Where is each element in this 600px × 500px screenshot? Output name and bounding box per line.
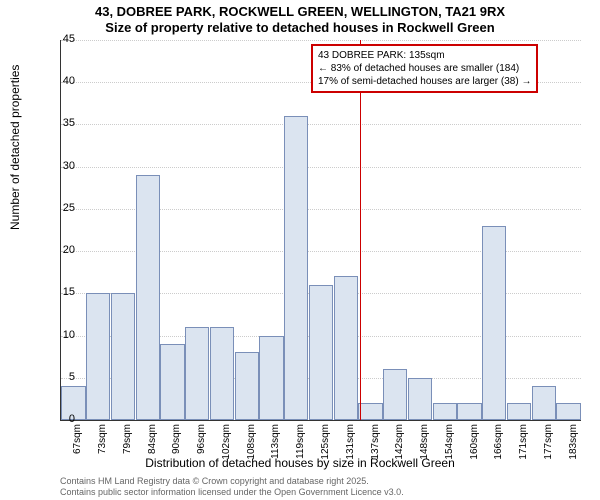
histogram-bar bbox=[86, 293, 110, 420]
histogram-bar bbox=[383, 369, 407, 420]
y-tick-label: 35 bbox=[45, 117, 75, 129]
y-tick-label: 5 bbox=[45, 371, 75, 383]
histogram-bar bbox=[433, 403, 457, 420]
histogram-bar bbox=[408, 378, 432, 420]
histogram-bar bbox=[136, 175, 160, 420]
histogram-bar bbox=[160, 344, 184, 420]
x-tick-label: 131sqm bbox=[345, 424, 356, 464]
x-tick-label: 171sqm bbox=[518, 424, 529, 464]
y-tick-label: 10 bbox=[45, 329, 75, 341]
histogram-bar bbox=[457, 403, 481, 420]
histogram-bar bbox=[532, 386, 556, 420]
y-tick-label: 25 bbox=[45, 202, 75, 214]
x-tick-label: 183sqm bbox=[568, 424, 579, 464]
histogram-bar bbox=[334, 276, 358, 420]
x-tick-label: 102sqm bbox=[221, 424, 232, 464]
attribution-line2: Contains public sector information licen… bbox=[60, 487, 404, 498]
chart-title-line2: Size of property relative to detached ho… bbox=[0, 20, 600, 35]
annotation-box: 43 DOBREE PARK: 135sqm← 83% of detached … bbox=[311, 44, 538, 93]
x-tick-label: 113sqm bbox=[270, 424, 281, 464]
histogram-bar bbox=[309, 285, 333, 420]
x-tick-label: 84sqm bbox=[147, 424, 158, 464]
x-tick-label: 96sqm bbox=[196, 424, 207, 464]
histogram-bar bbox=[185, 327, 209, 420]
property-marker-line bbox=[360, 40, 361, 420]
x-tick-label: 90sqm bbox=[171, 424, 182, 464]
histogram-bar bbox=[259, 336, 283, 420]
y-axis-label: Number of detached properties bbox=[8, 65, 22, 230]
y-tick-label: 20 bbox=[45, 244, 75, 256]
attribution-text: Contains HM Land Registry data © Crown c… bbox=[60, 476, 404, 498]
plot-area: 43 DOBREE PARK: 135sqm← 83% of detached … bbox=[60, 40, 581, 421]
histogram-bar bbox=[482, 226, 506, 420]
x-tick-label: 154sqm bbox=[444, 424, 455, 464]
annotation-line3: 17% of semi-detached houses are larger (… bbox=[318, 75, 531, 88]
y-tick-label: 15 bbox=[45, 286, 75, 298]
annotation-line2: ← 83% of detached houses are smaller (18… bbox=[318, 62, 531, 75]
gridline bbox=[61, 167, 581, 168]
chart-container: 43, DOBREE PARK, ROCKWELL GREEN, WELLING… bbox=[0, 0, 600, 500]
y-tick-label: 30 bbox=[45, 160, 75, 172]
attribution-line1: Contains HM Land Registry data © Crown c… bbox=[60, 476, 404, 487]
x-tick-label: 148sqm bbox=[419, 424, 430, 464]
histogram-bar bbox=[507, 403, 531, 420]
histogram-bar bbox=[358, 403, 382, 420]
histogram-bar bbox=[556, 403, 580, 420]
x-tick-label: 125sqm bbox=[320, 424, 331, 464]
x-tick-label: 142sqm bbox=[394, 424, 405, 464]
x-tick-label: 119sqm bbox=[295, 424, 306, 464]
histogram-bar bbox=[111, 293, 135, 420]
gridline bbox=[61, 124, 581, 125]
x-tick-label: 177sqm bbox=[543, 424, 554, 464]
annotation-line1: 43 DOBREE PARK: 135sqm bbox=[318, 49, 531, 62]
gridline bbox=[61, 40, 581, 41]
x-tick-label: 166sqm bbox=[493, 424, 504, 464]
histogram-bar bbox=[284, 116, 308, 420]
x-tick-label: 79sqm bbox=[122, 424, 133, 464]
y-tick-label: 40 bbox=[45, 75, 75, 87]
histogram-bar bbox=[235, 352, 259, 420]
x-tick-label: 108sqm bbox=[246, 424, 257, 464]
x-tick-label: 137sqm bbox=[370, 424, 381, 464]
chart-title-line1: 43, DOBREE PARK, ROCKWELL GREEN, WELLING… bbox=[0, 4, 600, 19]
y-tick-label: 0 bbox=[45, 413, 75, 425]
histogram-bar bbox=[210, 327, 234, 420]
x-tick-label: 67sqm bbox=[72, 424, 83, 464]
x-tick-label: 160sqm bbox=[469, 424, 480, 464]
x-tick-label: 73sqm bbox=[97, 424, 108, 464]
y-tick-label: 45 bbox=[45, 33, 75, 45]
